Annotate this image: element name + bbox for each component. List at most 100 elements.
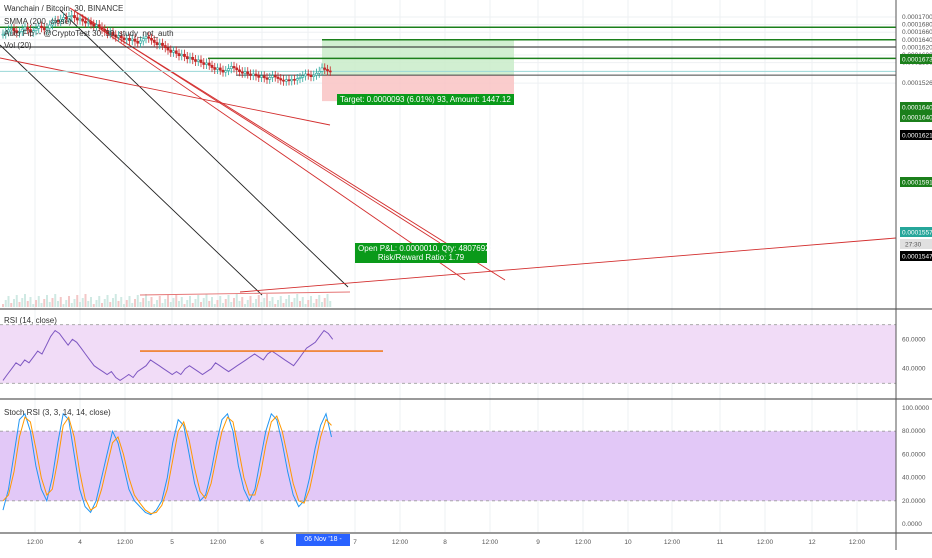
candle-body: [279, 78, 283, 81]
trendline-6: [0, 57, 331, 126]
candle-body: [298, 77, 302, 79]
volume-bar: [274, 304, 277, 307]
time-tick-label: 12:00: [482, 539, 499, 546]
candle-body: [152, 39, 156, 43]
volume-bar: [255, 299, 257, 307]
volume-bar: [175, 294, 178, 307]
stoch-panel-title[interactable]: Stoch RSI (3, 3, 14, 14, close): [4, 408, 111, 417]
volume-bar: [109, 302, 112, 307]
price-axis[interactable]: 0.00017000.00016800.00016600.00016400.00…: [902, 14, 932, 87]
volume-bar: [318, 295, 321, 307]
candle-body: [326, 69, 329, 72]
price-tag-bg: [900, 54, 932, 64]
price-tag-label: 0.0001640: [902, 105, 932, 112]
candle-body: [161, 42, 164, 46]
volume-bar: [128, 296, 131, 307]
rsi-panel-title[interactable]: RSI (14, close): [4, 316, 57, 325]
volume-bar: [139, 302, 142, 307]
time-axis[interactable]: 12:00 4 12:00 5 12:00 6 12:00 7 12:00 8 12:00 9 12:0…: [27, 539, 866, 546]
volume-bar: [13, 299, 15, 307]
candle-body: [144, 36, 148, 39]
time-tick-label: 12:00: [117, 539, 134, 546]
rsi-line: [2, 329, 334, 382]
volume-bar: [233, 298, 235, 307]
symbol-title: Wanchain / Bitcoin, 30, BINANCE: [4, 4, 124, 13]
price-tag: 0.0001621: [900, 130, 932, 140]
candle-body: [282, 79, 285, 82]
candle-body: [150, 37, 153, 41]
volume-bar: [227, 295, 230, 307]
volume-bar: [200, 302, 202, 307]
horizontal-levels[interactable]: [0, 26, 896, 76]
price-tag-label: 0.0001557: [902, 230, 932, 237]
candle-body: [56, 20, 60, 22]
volume-bar: [246, 300, 249, 307]
candle-body: [23, 26, 27, 30]
smma-indicator-label[interactable]: SMMA (200, close): [4, 17, 72, 26]
candle-body: [295, 78, 299, 81]
candle-body: [238, 69, 241, 73]
price-tags: 0.0001673 0.0001640 0.0001640 0.0001621 0.00…: [900, 54, 932, 261]
candle-body: [9, 28, 13, 31]
trendline-0: [0, 44, 263, 296]
candle-body: [273, 75, 277, 78]
trendline-4: [79, 13, 441, 244]
candle-body: [235, 67, 239, 71]
time-tick-label: 12:00: [210, 539, 227, 546]
candle-body: [251, 73, 255, 76]
candle-body: [304, 73, 307, 77]
volume-bar: [43, 299, 46, 307]
autofib-indicator-label[interactable]: Auto Fib -- @CryptoTest 30, 30, study_no…: [4, 29, 174, 38]
volume-bar: [208, 301, 211, 307]
price-tag-label: 0.0001673: [902, 57, 932, 64]
candle-body: [183, 53, 186, 57]
candle-body: [86, 21, 90, 24]
trendlines[interactable]: [0, 7, 897, 296]
rsi-band: [0, 324, 896, 384]
pnl-label: Open P&L: 0.0000010, Qty: 48076923 Risk/…: [355, 243, 494, 263]
volume-bar: [307, 300, 310, 307]
volume-bar: [216, 300, 219, 307]
volume-bar: [191, 303, 194, 307]
price-tag-label: 0.0001621: [902, 133, 932, 140]
candle-body: [260, 75, 263, 78]
time-tick-label: 6: [260, 539, 264, 546]
stoch-axis[interactable]: 100.0000 80.0000 60.0000 40.0000 20.0000 0.00…: [902, 405, 929, 528]
countdown-label: 27:30: [905, 242, 922, 249]
volume-bar: [249, 296, 252, 307]
long-position-tool[interactable]: [322, 39, 514, 102]
candle-body: [106, 31, 109, 35]
candle-body: [100, 26, 104, 30]
volume-bar: [263, 298, 266, 307]
volume-bar: [183, 304, 186, 307]
candle-body: [309, 74, 313, 77]
price-tick-label: 0.0001680: [902, 22, 932, 29]
candle-body: [34, 28, 38, 31]
time-tick-label: 12:00: [849, 539, 866, 546]
volume-bar: [123, 304, 125, 307]
volume-bar: [76, 295, 79, 307]
volume-bar: [211, 297, 213, 307]
rsi-axis[interactable]: 60.0000 40.0000: [902, 336, 926, 372]
volume-bar: [131, 303, 134, 307]
candle-body: [4, 31, 8, 35]
candle-body: [240, 71, 244, 74]
candle-body: [315, 72, 318, 76]
time-tick-label: 12:00: [392, 539, 409, 546]
candle-body: [31, 30, 35, 33]
stoch-band: [0, 431, 896, 501]
volume-indicator-label[interactable]: Vol (20): [4, 41, 32, 50]
price-tag: 0.0001557: [900, 227, 932, 237]
volume-bar: [252, 303, 255, 307]
trendline-1: [59, 9, 349, 288]
volume-bar: [230, 302, 233, 307]
candle-body: [158, 42, 162, 46]
candle-body: [180, 53, 184, 57]
candle-body: [227, 68, 230, 71]
candle-body: [155, 42, 159, 46]
candle-body: [207, 62, 211, 66]
volume-bar: [158, 296, 161, 307]
price-tag-bg: [900, 112, 932, 122]
